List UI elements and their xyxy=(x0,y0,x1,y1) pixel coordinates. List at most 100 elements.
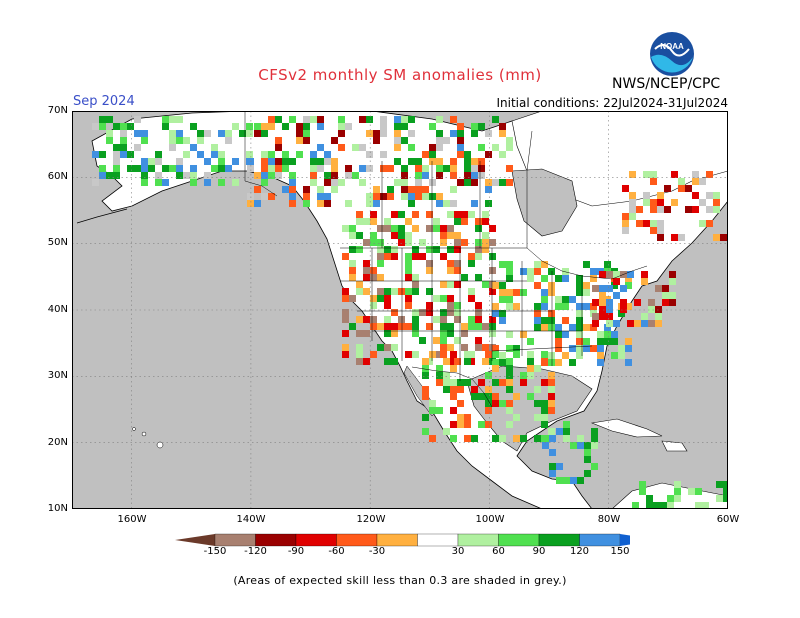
anomaly-cell xyxy=(450,365,457,372)
anomaly-cell xyxy=(475,302,482,309)
anomaly-cell xyxy=(345,200,352,207)
anomaly-cell xyxy=(534,435,541,442)
anomaly-cell xyxy=(373,200,380,207)
anomaly-cell xyxy=(447,330,454,337)
anomaly-cell xyxy=(485,393,492,400)
anomaly-cell xyxy=(356,330,363,337)
anomaly-cell xyxy=(678,178,685,185)
anomaly-cell xyxy=(716,495,723,502)
anomaly-cell xyxy=(261,165,268,172)
anomaly-cell xyxy=(412,274,419,281)
anomaly-cell xyxy=(408,186,415,193)
anomaly-cell xyxy=(197,130,204,137)
anomaly-cell xyxy=(447,267,454,274)
anomaly-cell xyxy=(275,158,282,165)
anomaly-cell xyxy=(380,116,387,123)
anomaly-cell xyxy=(440,281,447,288)
anomaly-cell xyxy=(468,351,475,358)
anomaly-cell xyxy=(475,225,482,232)
anomaly-cell xyxy=(405,218,412,225)
anomaly-cell xyxy=(176,172,183,179)
anomaly-cell xyxy=(620,299,627,306)
anomaly-cell xyxy=(613,271,620,278)
anomaly-cell xyxy=(155,151,162,158)
anomaly-cell xyxy=(261,193,268,200)
anomaly-cell xyxy=(478,379,485,386)
anomaly-cell xyxy=(450,386,457,393)
anomaly-cell xyxy=(506,372,513,379)
lon-label: 60W xyxy=(716,514,740,525)
anomaly-cell xyxy=(443,137,450,144)
anomaly-cell xyxy=(625,345,632,352)
anomaly-cell xyxy=(611,338,618,345)
anomaly-cell xyxy=(324,172,331,179)
anomaly-cell xyxy=(591,428,598,435)
hispaniola-land xyxy=(661,440,688,452)
anomaly-cell xyxy=(422,428,429,435)
anomaly-cell xyxy=(106,172,113,179)
anomaly-cell xyxy=(349,295,356,302)
anomaly-cell xyxy=(422,358,429,365)
anomaly-cell xyxy=(141,172,148,179)
anomaly-cell xyxy=(370,211,377,218)
anomaly-cell xyxy=(405,302,412,309)
anomaly-cell xyxy=(183,172,190,179)
anomaly-cell xyxy=(577,442,584,449)
anomaly-cell xyxy=(342,351,349,358)
anomaly-cell xyxy=(489,225,496,232)
anomaly-cell xyxy=(120,130,127,137)
anomaly-cell xyxy=(401,116,408,123)
anomaly-cell xyxy=(440,316,447,323)
anomaly-cell xyxy=(478,144,485,151)
anomaly-cell xyxy=(436,116,443,123)
anomaly-cell xyxy=(555,275,562,282)
lat-label: 40N xyxy=(47,304,68,315)
anomaly-cell xyxy=(405,323,412,330)
anomaly-cell xyxy=(499,379,506,386)
anomaly-cell xyxy=(218,151,225,158)
anomaly-cell xyxy=(352,172,359,179)
anomaly-cell xyxy=(349,246,356,253)
anomaly-cell xyxy=(657,234,664,241)
anomaly-cell xyxy=(629,213,636,220)
anomaly-cell xyxy=(548,428,555,435)
anomaly-cell xyxy=(232,123,239,130)
colorbar-segment xyxy=(336,533,378,547)
anomaly-cell xyxy=(471,165,478,172)
anomaly-cell xyxy=(520,379,527,386)
anomaly-cell xyxy=(548,282,555,289)
anomaly-cell xyxy=(489,253,496,260)
colorbar-segment xyxy=(579,533,621,547)
anomaly-cell xyxy=(384,302,391,309)
anomaly-cell xyxy=(436,137,443,144)
anomaly-cell xyxy=(604,261,611,268)
anomaly-cell xyxy=(454,267,461,274)
anomaly-cell xyxy=(447,225,454,232)
anomaly-cell xyxy=(548,379,555,386)
anomaly-cell xyxy=(366,193,373,200)
anomaly-cell xyxy=(384,225,391,232)
anomaly-cell xyxy=(359,165,366,172)
anomaly-cell xyxy=(106,116,113,123)
anomaly-cell xyxy=(492,179,499,186)
anomaly-cell xyxy=(190,179,197,186)
anomaly-cell xyxy=(492,365,499,372)
anomaly-cell xyxy=(454,239,461,246)
anomaly-cell xyxy=(464,379,471,386)
anomaly-cell xyxy=(699,199,706,206)
anomaly-cell xyxy=(338,123,345,130)
anomaly-cell xyxy=(408,158,415,165)
anomaly-cell xyxy=(447,246,454,253)
anomaly-cell xyxy=(190,165,197,172)
anomaly-cell xyxy=(653,502,660,509)
us-state-borders xyxy=(340,248,593,381)
anomaly-cell xyxy=(440,337,447,344)
anomaly-cell xyxy=(657,192,664,199)
anomaly-cell xyxy=(499,130,506,137)
anomaly-cell xyxy=(405,288,412,295)
anomaly-cell xyxy=(412,309,419,316)
anomaly-cell xyxy=(342,225,349,232)
anomaly-cell xyxy=(534,414,541,421)
anomaly-cell xyxy=(443,165,450,172)
anomaly-cell xyxy=(534,268,541,275)
